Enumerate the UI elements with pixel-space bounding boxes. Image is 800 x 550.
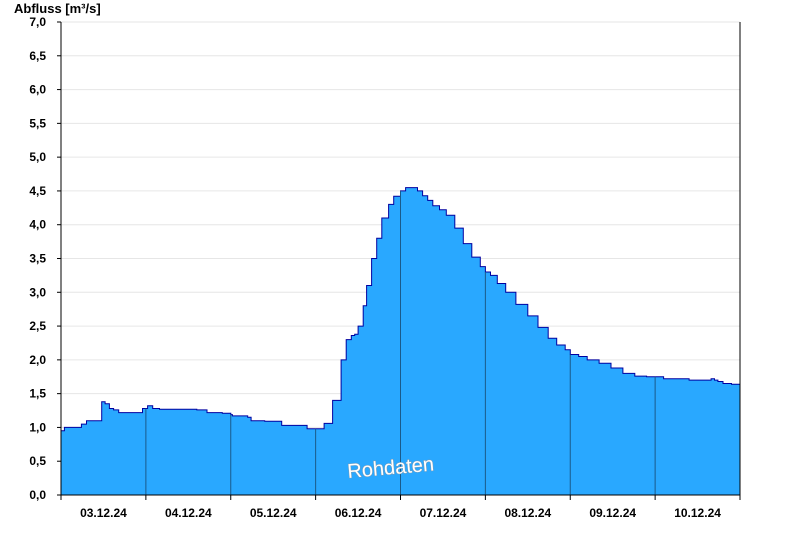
y-tick-label: 3,5 (29, 252, 46, 266)
y-axis-label: Abfluss [m³/s] (14, 1, 101, 16)
x-tick-label: 06.12.24 (335, 506, 382, 520)
x-tick-label: 03.12.24 (80, 506, 127, 520)
y-tick-label: 1,5 (29, 387, 46, 401)
day-separator-lines (145, 190, 656, 495)
y-tick-label: 2,0 (29, 353, 46, 367)
y-tick-labels: 0,0 0,5 1,0 1,5 2,0 2,5 3,0 3,5 4,0 4,5 5,0 5,5 6,0 6… (29, 15, 46, 502)
y-tick-label: 6,5 (29, 49, 46, 63)
x-tick-label: 05.12.24 (250, 506, 297, 520)
y-tick-label: 4,0 (29, 218, 46, 232)
y-tick-label: 1,0 (29, 420, 46, 434)
y-tick-label: 2,5 (29, 319, 46, 333)
y-tick-label: 3,0 (29, 285, 46, 299)
y-tick-label: 7,0 (29, 15, 46, 29)
x-tick-label: 10.12.24 (674, 506, 721, 520)
y-tick-label: 4,5 (29, 184, 46, 198)
y-tick-label: 5,5 (29, 116, 46, 130)
x-tick-label: 04.12.24 (165, 506, 212, 520)
y-tick-label: 0,5 (29, 454, 46, 468)
x-tick-labels: 03.12.24 04.12.24 05.12.24 06.12.24 07.12.24… (80, 506, 721, 520)
y-tick-label: 6,0 (29, 83, 46, 97)
x-tick-label: 08.12.24 (504, 506, 551, 520)
y-tick-label: 0,0 (29, 488, 46, 502)
axes (57, 21, 741, 500)
x-tick-label: 07.12.24 (420, 506, 467, 520)
y-tick-label: 5,0 (29, 150, 46, 164)
x-tick-label: 09.12.24 (589, 506, 636, 520)
